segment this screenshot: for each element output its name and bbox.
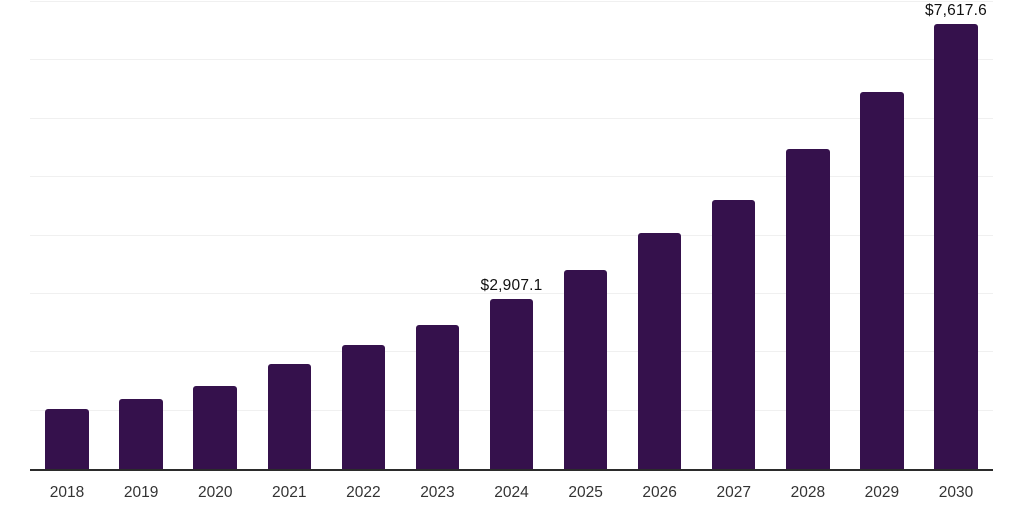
- gridline: [30, 1, 993, 2]
- bar-2029: [860, 92, 904, 469]
- x-tick-label-2022: 2022: [346, 484, 381, 501]
- bar-2028: [786, 149, 830, 469]
- bar-2020: [193, 385, 237, 469]
- x-tick-label-2026: 2026: [642, 484, 677, 501]
- gridline: [30, 176, 993, 178]
- x-tick-label-2019: 2019: [123, 484, 159, 501]
- bar-2027: [711, 200, 756, 469]
- bar-2026: [637, 232, 682, 469]
- x-axis-labels: 2018 2019 2020 2021 2022 2023 2024 2025 2026 2027…: [30, 485, 993, 501]
- x-tick-label-2025: 2025: [568, 484, 603, 501]
- gridline: [30, 117, 993, 119]
- bar-2021: [267, 363, 312, 469]
- plot-area: $2,907.1 $7,617.6: [30, 1, 993, 469]
- value-label-2030: $7,617.6: [924, 1, 987, 19]
- bar-2019: [119, 398, 163, 469]
- x-tick-label-2018: 2018: [49, 484, 85, 501]
- x-axis-line: [30, 469, 993, 471]
- bar-2022: [341, 344, 386, 469]
- bar-2023: [415, 324, 460, 469]
- bar-2024: [489, 299, 534, 469]
- x-tick-label-2027: 2027: [716, 484, 751, 501]
- x-tick-label-2021: 2021: [272, 484, 307, 501]
- gridline: [30, 234, 993, 236]
- x-tick-label-2023: 2023: [420, 484, 455, 501]
- x-tick-label-2020: 2020: [197, 484, 233, 501]
- x-tick-label-2028: 2028: [790, 484, 826, 501]
- bar-2025: [563, 269, 608, 469]
- x-tick-label-2030: 2030: [938, 484, 974, 501]
- x-tick-label-2029: 2029: [864, 484, 900, 501]
- bar-2018: [45, 409, 89, 469]
- bar-2030: [934, 24, 978, 469]
- value-label-2024: $2,907.1: [480, 276, 543, 294]
- x-tick-label-2024: 2024: [494, 484, 529, 501]
- gridline: [30, 59, 993, 61]
